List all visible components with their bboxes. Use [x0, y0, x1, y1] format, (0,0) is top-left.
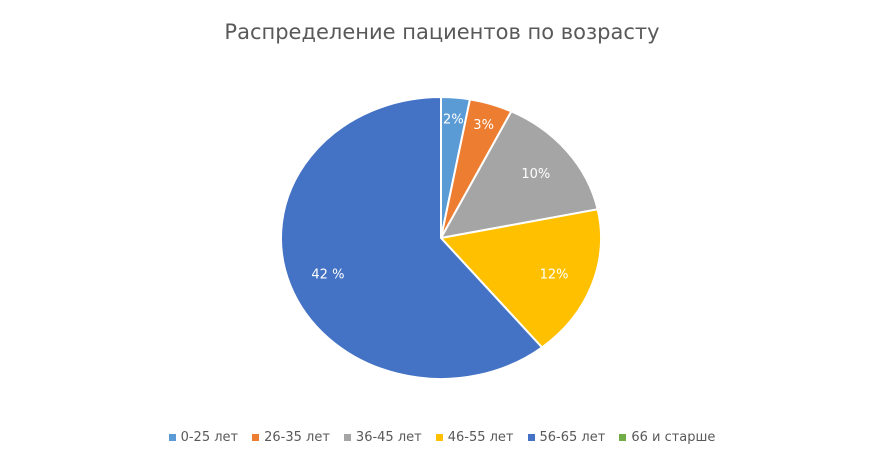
- legend: 0-25 лет 26-35 лет 36-45 лет 46-55 лет 56-65…: [0, 430, 884, 445]
- data-label-2: 10%: [521, 167, 550, 182]
- pie-slice-3: [439, 208, 602, 349]
- legend-label: 46-55 лет: [447, 430, 514, 445]
- chart-title: Распределение пациентов по возрасту: [224, 20, 660, 44]
- pie-slice-4: [280, 95, 544, 380]
- legend-item: 46-55 лет: [435, 430, 514, 445]
- data-label-1: 3%: [473, 118, 494, 133]
- legend-item: 36-45 лет: [343, 430, 422, 445]
- legend-swatch: [619, 434, 627, 441]
- legend-item: 56-65 лет: [527, 430, 606, 445]
- legend-item: 26-35 лет: [252, 430, 330, 445]
- data-label-0: 2%: [443, 113, 464, 128]
- legend-swatch: [343, 434, 351, 441]
- pie-slice-2: [439, 110, 599, 240]
- legend-label: 36-45 лет: [355, 430, 422, 445]
- legend-swatch: [252, 434, 260, 441]
- legend-item: 0-25 лет: [168, 430, 239, 445]
- legend-swatch: [435, 434, 443, 441]
- data-label-4: 42 %: [311, 267, 344, 282]
- legend-item: 66 и старше: [619, 430, 715, 445]
- legend-label: 56-65 лет: [539, 430, 606, 445]
- legend-swatch: [527, 434, 535, 441]
- legend-swatch: [168, 434, 176, 441]
- legend-label: 26-35 лет: [264, 430, 330, 445]
- data-label-3: 12%: [540, 267, 569, 282]
- legend-label: 66 и старше: [631, 430, 716, 445]
- legend-label: 0-25 лет: [180, 430, 239, 445]
